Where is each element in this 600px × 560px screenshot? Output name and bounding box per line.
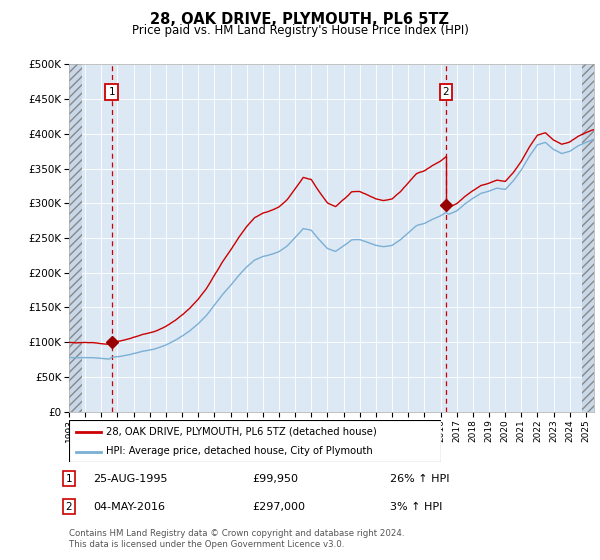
Text: Contains HM Land Registry data © Crown copyright and database right 2024.
This d: Contains HM Land Registry data © Crown c… [69, 529, 404, 549]
Bar [582, 64, 598, 412]
Bar [69, 64, 82, 412]
Text: 26% ↑ HPI: 26% ↑ HPI [390, 474, 449, 484]
Text: 1: 1 [109, 87, 115, 97]
Text: 25-AUG-1995: 25-AUG-1995 [93, 474, 167, 484]
Text: £99,950: £99,950 [252, 474, 298, 484]
Text: 2: 2 [443, 87, 449, 97]
Text: 2: 2 [65, 502, 73, 512]
Text: 28, OAK DRIVE, PLYMOUTH, PL6 5TZ (detached house): 28, OAK DRIVE, PLYMOUTH, PL6 5TZ (detach… [106, 427, 377, 437]
Text: 1: 1 [65, 474, 73, 484]
Text: 3% ↑ HPI: 3% ↑ HPI [390, 502, 442, 512]
Text: HPI: Average price, detached house, City of Plymouth: HPI: Average price, detached house, City… [106, 446, 373, 456]
Text: £297,000: £297,000 [252, 502, 305, 512]
Text: 04-MAY-2016: 04-MAY-2016 [93, 502, 165, 512]
Text: 28, OAK DRIVE, PLYMOUTH, PL6 5TZ: 28, OAK DRIVE, PLYMOUTH, PL6 5TZ [151, 12, 449, 27]
Text: Price paid vs. HM Land Registry's House Price Index (HPI): Price paid vs. HM Land Registry's House … [131, 24, 469, 36]
